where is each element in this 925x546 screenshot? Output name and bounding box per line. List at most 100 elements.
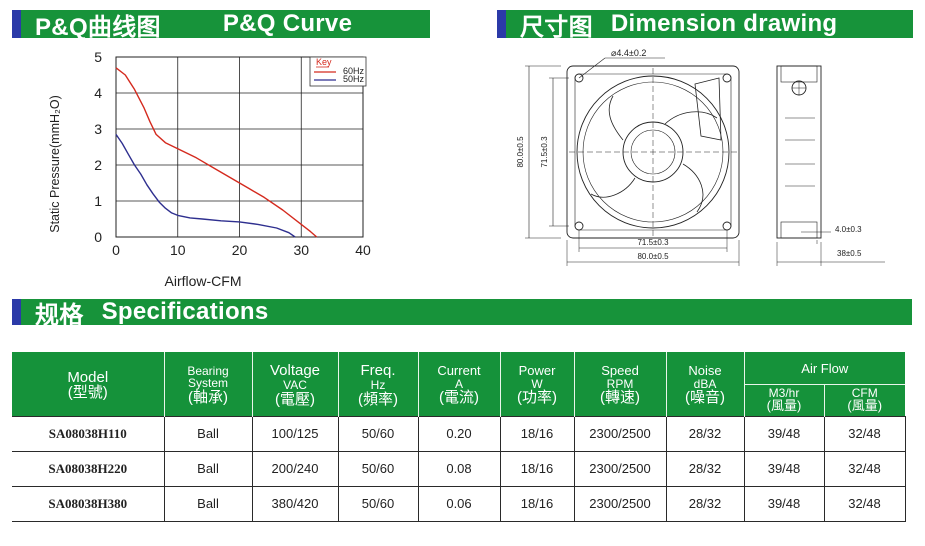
header-power-en: Power (518, 363, 556, 379)
header-speed-unit: RPM (606, 376, 634, 391)
side-flange-top (780, 65, 818, 83)
header-bearing-en2: System (187, 376, 228, 391)
header-current: Current A (電流) (418, 352, 501, 416)
header-voltage-en: Voltage (269, 362, 321, 380)
cell-freq: 50/60 (338, 415, 419, 452)
y-axis-label: Static Pressure(mmH₂O) (48, 95, 62, 233)
header-power-cn: (功率) (517, 389, 557, 407)
header-cfm-unit: CFM (851, 385, 878, 400)
cell-voltage: 380/420 (252, 486, 339, 522)
y-tick-label: 4 (94, 85, 102, 101)
pq-curve-chart: 0 10 20 30 40 0 1 2 3 4 5 Airflow-CFM Static Press… (48, 49, 371, 289)
fan-blades (590, 95, 718, 213)
height-inner-label: 71.5±0.3 (540, 136, 549, 168)
y-tick-label: 3 (94, 121, 102, 137)
cell-noise: 28/32 (666, 451, 745, 487)
series-line-50hz (115, 134, 296, 238)
cell-current: 0.20 (418, 415, 501, 452)
header-freq-unit: Hz (370, 377, 386, 392)
banner-accent (497, 10, 506, 38)
cell-m3hr: 39/48 (744, 415, 825, 452)
hole-dimension: ⌀4.4±0.2 (611, 48, 646, 58)
mount-hole-tr (722, 73, 732, 83)
cell-cfm: 32/48 (824, 415, 906, 452)
header-airflow-en: Air Flow (801, 361, 849, 377)
cell-power: 18/16 (500, 415, 575, 452)
header-cfm-cn: (風量) (847, 398, 883, 414)
header-current-unit: A (454, 376, 463, 391)
cell-power: 18/16 (500, 451, 575, 487)
x-tick-label: 10 (170, 242, 186, 258)
pq-curve-banner: P&Q曲线图 P&Q Curve (12, 10, 430, 41)
header-m3hr-cn: (風量) (766, 398, 802, 414)
cell-freq: 50/60 (338, 486, 419, 522)
cell-m3hr: 39/48 (744, 486, 825, 522)
cell-bearing: Ball (164, 415, 253, 452)
x-tick-label: 40 (355, 242, 371, 258)
fan-strut (694, 77, 722, 141)
chart-curves (115, 67, 318, 238)
y-tick-label: 5 (94, 49, 102, 65)
dimension-banner-en: Dimension drawing (610, 10, 838, 37)
table-row: SA08038H110 Ball 100/125 50/60 0.20 18/1… (12, 415, 906, 452)
table-row: SA08038H220 Ball 200/240 50/60 0.08 18/1… (12, 451, 906, 487)
side-ribs (785, 117, 815, 187)
header-power: Power W (功率) (500, 352, 575, 416)
spec-banner-cn: 规格 (35, 301, 84, 329)
header-model-cn: (型號) (67, 384, 108, 402)
dimension-banner: 尺寸图 Dimension drawing (497, 10, 913, 41)
chart-grid (115, 56, 364, 238)
cell-noise: 28/32 (666, 415, 745, 452)
pq-banner-cn: P&Q曲线图 (35, 13, 161, 41)
cell-noise: 28/32 (666, 486, 745, 522)
height-outer-label: 80.0±0.5 (516, 136, 525, 168)
cell-model: SA08038H220 (12, 451, 165, 487)
flange-label: 4.0±0.3 (835, 225, 862, 234)
mount-hole-bl (574, 221, 584, 231)
y-tick-label: 0 (94, 229, 102, 245)
header-speed: Speed RPM (轉速) (574, 352, 667, 416)
hole-leader (578, 57, 606, 79)
banner-accent (12, 10, 21, 38)
chart-ticks: 0 10 20 30 40 0 1 2 3 4 5 (94, 49, 371, 258)
cell-current: 0.08 (418, 451, 501, 487)
header-freq-en: Freq. (360, 362, 396, 380)
legend-label-60hz: 60Hz (343, 66, 365, 76)
cell-cfm: 32/48 (824, 486, 906, 522)
header-voltage: Voltage VAC (電壓) (252, 352, 339, 416)
header-noise-en: Noise (688, 363, 722, 379)
mount-hole-br (722, 221, 732, 231)
cell-voltage: 100/125 (252, 415, 339, 452)
header-cfm: CFM (風量) (824, 384, 906, 416)
header-noise-cn: (噪音) (685, 389, 725, 407)
dimension-drawing: ⌀4.4±0.2 80.0±0.5 71.5±0.3 71.5±0.3 80.0… (516, 48, 885, 266)
x-tick-label: 30 (293, 242, 309, 258)
header-noise: Noise dBA (噪音) (666, 352, 745, 416)
cell-bearing: Ball (164, 451, 253, 487)
cell-speed: 2300/2500 (574, 451, 667, 487)
header-voltage-cn: (電壓) (275, 390, 315, 408)
series-line-60hz (115, 67, 318, 238)
cell-current: 0.06 (418, 486, 501, 522)
pq-banner-en: P&Q Curve (222, 10, 353, 37)
specifications-banner: 规格 Specifications (12, 298, 912, 329)
header-m3hr: M3/hr (風量) (744, 384, 825, 416)
cell-model: SA08038H380 (12, 486, 165, 522)
header-freq-cn: (頻率) (358, 390, 398, 408)
header-speed-en: Speed (601, 363, 639, 379)
x-axis-label: Airflow-CFM (165, 273, 242, 289)
cell-power: 18/16 (500, 486, 575, 522)
fan-hub-inner (630, 129, 676, 175)
header-noise-unit: dBA (693, 376, 717, 391)
mount-hole-tl (574, 73, 584, 83)
cell-m3hr: 39/48 (744, 451, 825, 487)
spec-banner-en: Specifications (101, 298, 269, 325)
header-airflow: Air Flow (744, 352, 906, 385)
depth-label: 38±0.5 (837, 249, 862, 258)
cell-voltage: 200/240 (252, 451, 339, 487)
header-freq: Freq. Hz (頻率) (338, 352, 419, 416)
dimension-banner-cn: 尺寸图 (520, 13, 593, 41)
header-power-unit: W (531, 376, 543, 391)
x-tick-label: 20 (232, 242, 248, 258)
header-bearing: Bearing System (軸承) (164, 352, 253, 416)
